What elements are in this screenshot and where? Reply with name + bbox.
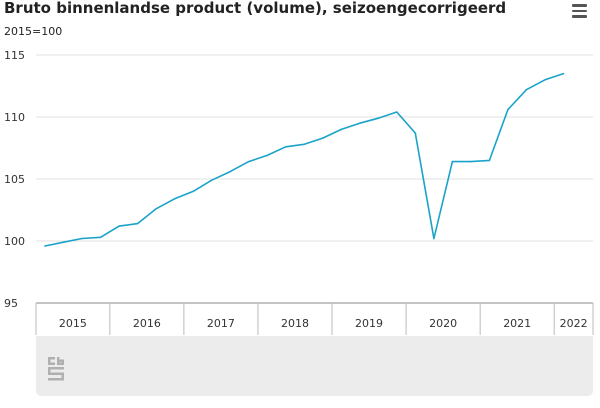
data-point[interactable] bbox=[99, 236, 102, 239]
data-point[interactable] bbox=[44, 245, 46, 247]
data-point[interactable] bbox=[229, 170, 231, 173]
x-tick-label: 2019 bbox=[355, 317, 383, 330]
y-tick-label: 100 bbox=[4, 235, 25, 248]
data-point[interactable] bbox=[284, 145, 287, 148]
x-tick-label: 2017 bbox=[207, 317, 235, 330]
data-point[interactable] bbox=[470, 160, 472, 163]
data-point[interactable] bbox=[210, 179, 213, 182]
data-point[interactable] bbox=[358, 122, 361, 124]
hamburger-menu-icon[interactable] bbox=[572, 4, 587, 18]
data-point[interactable] bbox=[266, 154, 269, 157]
data-point[interactable] bbox=[136, 222, 139, 225]
data-point[interactable] bbox=[62, 241, 65, 244]
data-point[interactable] bbox=[340, 128, 343, 131]
data-point[interactable] bbox=[433, 237, 435, 240]
data-point[interactable] bbox=[321, 137, 324, 139]
y-tick-label: 110 bbox=[4, 111, 25, 124]
data-point[interactable] bbox=[451, 160, 454, 163]
data-point[interactable] bbox=[377, 117, 380, 120]
data-point[interactable] bbox=[192, 190, 194, 193]
x-tick-label: 2015 bbox=[59, 317, 87, 330]
data-point[interactable] bbox=[562, 72, 565, 75]
data-point[interactable] bbox=[488, 159, 491, 162]
unit-label: 2015=100 bbox=[4, 25, 63, 38]
data-point[interactable] bbox=[247, 160, 250, 163]
data-point[interactable] bbox=[544, 79, 546, 81]
y-tick-label: 115 bbox=[4, 49, 25, 62]
y-tick-label: 95 bbox=[4, 297, 18, 310]
cbs-logo-icon bbox=[48, 357, 64, 381]
x-tick-label: 2018 bbox=[281, 317, 309, 330]
x-tick-label: 2022 bbox=[560, 317, 588, 330]
data-point[interactable] bbox=[118, 225, 120, 227]
data-point[interactable] bbox=[396, 111, 398, 113]
y-tick-label: 105 bbox=[4, 173, 25, 186]
x-tick-label: 2016 bbox=[133, 317, 161, 330]
x-tick-label: 2020 bbox=[429, 317, 457, 330]
data-point[interactable] bbox=[303, 143, 306, 146]
data-point[interactable] bbox=[173, 198, 176, 200]
series-line bbox=[44, 72, 564, 247]
data-point[interactable] bbox=[525, 88, 528, 91]
data-point[interactable] bbox=[414, 132, 417, 134]
x-tick-label: 2021 bbox=[503, 317, 531, 330]
data-point[interactable] bbox=[81, 237, 83, 240]
chart-title: Bruto binnenlandse product (volume), sei… bbox=[4, 0, 507, 17]
data-point[interactable] bbox=[155, 207, 157, 210]
data-point[interactable] bbox=[507, 108, 509, 111]
chart-footer bbox=[36, 336, 593, 396]
